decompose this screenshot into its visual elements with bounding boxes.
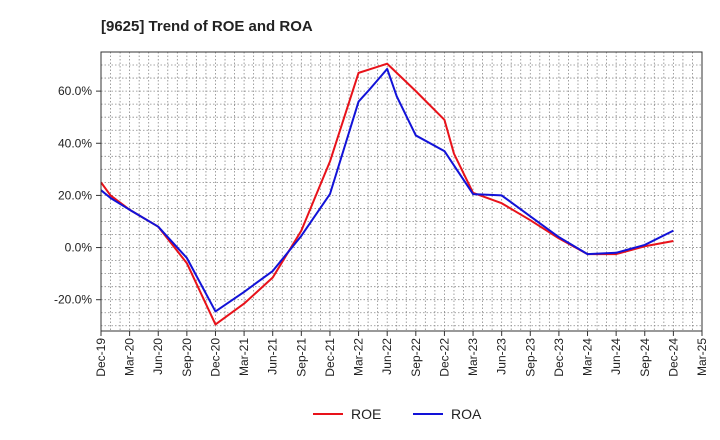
x-axis-ticks: Dec-19 Mar-20 Jun-20 Sep-20 Dec-20 Mar-21 Jun-… — [94, 331, 709, 377]
x-tick-label: Dec-20 — [208, 338, 222, 377]
x-tick-label: Sep-23 — [523, 338, 537, 377]
x-tick-label: Sep-24 — [638, 338, 652, 377]
x-tick-label: Sep-21 — [294, 338, 308, 377]
x-tick-label: Jun-21 — [266, 338, 280, 375]
plot-frame — [100, 51, 703, 332]
x-tick-label: Dec-23 — [552, 338, 566, 377]
y-tick-label: 20.0% — [58, 188, 92, 202]
y-tick-label: -20.0% — [54, 293, 92, 307]
plot-area — [100, 51, 703, 332]
y-tick-label: 0.0% — [65, 241, 93, 255]
y-gridlines — [101, 64, 702, 327]
x-tick-label: Dec-24 — [666, 338, 680, 377]
x-tick-label: Dec-22 — [437, 338, 451, 377]
legend: ROE ROA — [313, 406, 482, 422]
y-tick-label: 60.0% — [58, 84, 92, 98]
legend-label-roe: ROE — [351, 406, 381, 422]
x-tick-label: Jun-23 — [495, 338, 509, 375]
x-tick-label: Mar-25 — [695, 338, 709, 376]
x-tick-label: Mar-21 — [237, 338, 251, 376]
chart-title: [9625] Trend of ROE and ROA — [101, 18, 313, 35]
x-tick-label: Mar-24 — [581, 338, 595, 376]
x-tick-label: Mar-22 — [352, 338, 366, 376]
x-tick-label: Dec-21 — [323, 338, 337, 377]
series-lines — [100, 62, 674, 326]
x-tick-label: Mar-20 — [123, 338, 137, 376]
x-tick-label: Jun-24 — [609, 338, 623, 375]
legend-label-roa: ROA — [451, 406, 482, 422]
x-tick-label: Sep-22 — [409, 338, 423, 377]
x-tick-label: Sep-20 — [180, 338, 194, 377]
x-tick-label: Jun-22 — [380, 338, 394, 375]
x-tick-label: Mar-23 — [466, 338, 480, 376]
series-line-roa — [100, 67, 674, 313]
x-tick-label: Jun-20 — [151, 338, 165, 375]
x-gridlines — [110, 52, 693, 331]
y-tick-label: 40.0% — [58, 136, 92, 150]
x-tick-label: Dec-19 — [94, 338, 108, 377]
y-axis-ticks: -20.0% 0.0% 20.0% 40.0% 60.0% — [54, 84, 101, 307]
